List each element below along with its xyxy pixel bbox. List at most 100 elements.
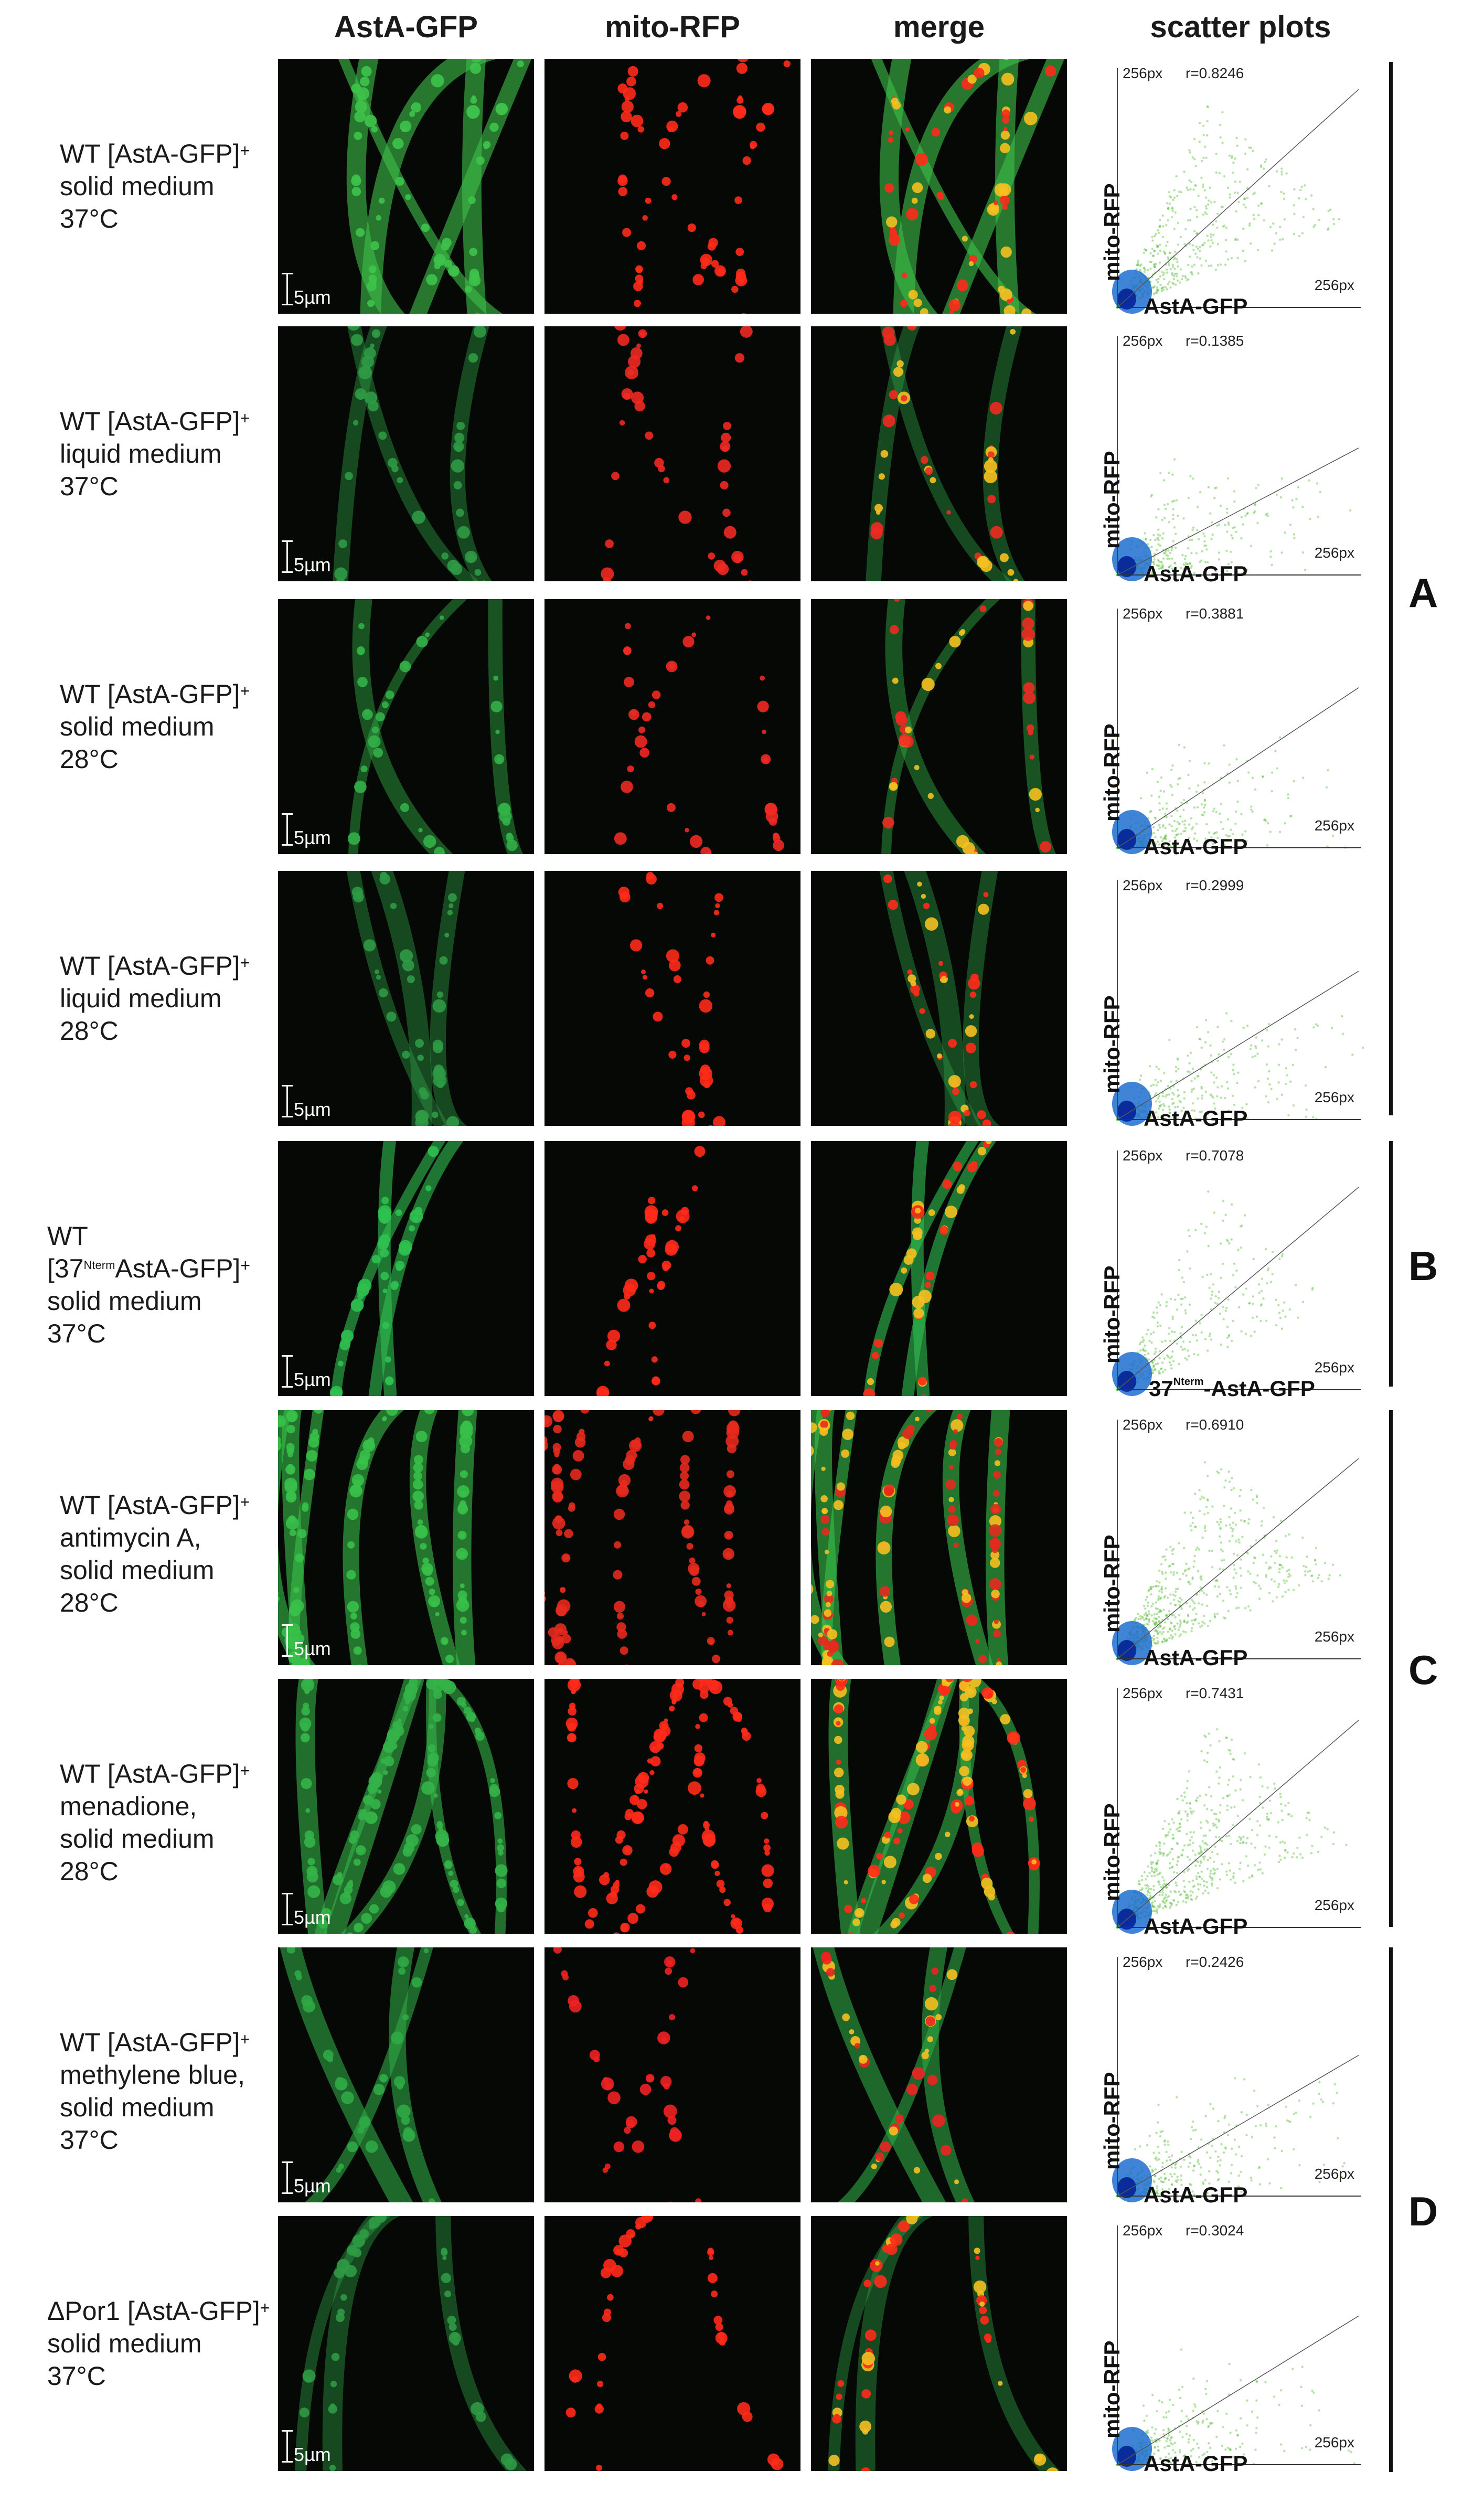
- scale-bar-label: 5µm: [294, 2175, 331, 2197]
- row-label-line: WT [AstA-GFP]: [60, 679, 240, 709]
- scatter-points: [1112, 1420, 1361, 1665]
- scatter-y-axis-label: mito-RFP: [1099, 723, 1124, 822]
- scatter-y-max-label: 256px: [1123, 877, 1163, 893]
- scatter-x-axis-label: AstA-GFP: [1144, 1106, 1248, 1131]
- row-label: WT [AstA-GFP]+ menadione, solid medium 28°C: [60, 1757, 250, 1888]
- row-label-line: WT [AstA-GFP]: [60, 139, 240, 168]
- micrograph-image: [295, 2216, 527, 2471]
- x-axis-label-part: -AstA-GFP: [1203, 1376, 1315, 1401]
- row-label: WT [AstA-GFP]+ liquid medium 28°C: [60, 950, 250, 1047]
- micrograph-merge: [811, 59, 1067, 314]
- superscript: +: [240, 681, 250, 700]
- row-label-line: 28°C: [60, 744, 119, 774]
- row-label: WT [AstA-GFP]+ solid medium 28°C: [60, 678, 250, 775]
- row-label-line: AstA-GFP]: [115, 1254, 241, 1283]
- micrograph-image: [596, 1146, 706, 1396]
- scale-bar-line: [282, 813, 293, 846]
- scale-bar-label: 5µm: [294, 554, 331, 576]
- scale-bar-line: [282, 1355, 293, 1388]
- micrograph-merge: [811, 1141, 1067, 1396]
- micrograph-merge: [811, 871, 1067, 1126]
- micrograph-image: [280, 1947, 442, 2202]
- micrograph-asta-gfp: 5µm: [278, 871, 534, 1126]
- scatter-x-max-label: 256px: [1314, 1628, 1354, 1645]
- micrograph-image: [338, 59, 532, 314]
- row-label-line: 37°C: [47, 1319, 106, 1348]
- scale-bar-label: 5µm: [294, 1906, 331, 1928]
- group-bracket-c: [1389, 1410, 1393, 1927]
- group-label-d: D: [1408, 2188, 1438, 2234]
- row-label-line: 28°C: [60, 1857, 119, 1886]
- micrograph-image: [871, 59, 1065, 314]
- micrograph-image: [295, 1679, 508, 1934]
- row-label-line: WT: [47, 1221, 88, 1251]
- scatter-plot: 256px r=0.6910 256px mito-RFP AstA-GFP: [1099, 1412, 1364, 1670]
- scatter-plot: 256px r=0.2426 256px mito-RFP AstA-GFP: [1099, 1949, 1364, 2207]
- scatter-x-axis-label: AstA-GFP: [1144, 561, 1248, 586]
- micrograph-merge: [811, 2216, 1067, 2471]
- row-label-line: solid medium: [60, 2093, 215, 2122]
- scatter-y-max-label: 256px: [1123, 1954, 1163, 1970]
- superscript: +: [240, 1761, 250, 1780]
- scatter-x-max-label: 256px: [1314, 2434, 1354, 2451]
- micrograph-merge: [811, 1410, 1067, 1665]
- row-label-line: WT [AstA-GFP]: [60, 951, 240, 981]
- scatter-y-max-label: 256px: [1123, 1685, 1163, 1701]
- micrograph-image: [866, 326, 1025, 581]
- scatter-y-max-label: 256px: [1123, 2222, 1163, 2239]
- micrograph-image: [614, 615, 784, 854]
- scatter-x-max-label: 256px: [1314, 277, 1354, 293]
- scale-bar-label: 5µm: [294, 1099, 331, 1120]
- scale-bar-line: [282, 1085, 293, 1117]
- micrograph-mito-rfp: [545, 1947, 800, 2202]
- row-label-line: solid medium: [60, 1556, 215, 1585]
- row-label: WT [37NtermAstA-GFP]+ solid medium 37°C: [47, 1220, 250, 1350]
- column-header-mito-rfp: mito-RFP: [605, 10, 740, 44]
- group-bracket-b: [1389, 1141, 1393, 1387]
- scatter-y-axis-label: mito-RFP: [1099, 451, 1124, 549]
- micrograph-image: [828, 2216, 1060, 2471]
- row-label-line: WT [AstA-GFP]: [60, 2028, 240, 2057]
- correlation-value: r=0.3024: [1186, 2222, 1244, 2239]
- micrograph-image: [618, 871, 726, 1126]
- scatter-plot: 256px r=0.3024 256px mito-RFP AstA-GFP: [1099, 2218, 1364, 2476]
- row-label: WT [AstA-GFP]+ methylene blue, solid mediu…: [60, 2026, 250, 2156]
- micrograph-asta-gfp: 5µm: [278, 2216, 534, 2471]
- row-label-line: 28°C: [60, 1016, 119, 1046]
- scatter-x-axis-label: AstA-GFP: [1144, 2182, 1248, 2207]
- micrograph-mito-rfp: [545, 871, 800, 1126]
- micrograph-image: [545, 1410, 741, 1665]
- group-bracket-d: [1389, 1947, 1393, 2472]
- micrograph-mito-rfp: [545, 1410, 800, 1665]
- scatter-points: [1112, 68, 1361, 314]
- micrograph-image: [278, 1410, 477, 1665]
- scatter-x-axis-label: AstA-GFP: [1144, 294, 1248, 318]
- superscript: +: [240, 409, 250, 428]
- row-label-line: 37°C: [60, 2125, 119, 2155]
- micrograph-image: [828, 1679, 1040, 1934]
- row-label-line: solid medium: [60, 712, 215, 741]
- row-label-line: menadione,: [60, 1792, 197, 1821]
- micrograph-asta-gfp: 5µm: [278, 1947, 534, 2202]
- scatter-x-axis-label: AstA-GFP: [1144, 1914, 1248, 1938]
- scatter-y-max-label: 256px: [1123, 65, 1163, 81]
- scale-bar-label: 5µm: [294, 1369, 331, 1390]
- scatter-x-max-label: 256px: [1314, 1089, 1354, 1105]
- scatter-plot: 256px r=0.8246 256px mito-RFP AstA-GFP: [1099, 61, 1364, 318]
- row-label-line: ΔPor1 [AstA-GFP]: [47, 2296, 260, 2326]
- row-label-line: WT [AstA-GFP]: [60, 1490, 240, 1520]
- scale-bar-line: [282, 2430, 293, 2463]
- row-label-line: methylene blue,: [60, 2060, 245, 2090]
- row-label-line: antimycin A,: [60, 1523, 201, 1552]
- micrograph-mito-rfp: [545, 1141, 800, 1396]
- micrograph-asta-gfp: 5µm: [278, 1410, 534, 1665]
- micrograph-asta-gfp: 5µm: [278, 1679, 534, 1934]
- scatter-x-max-label: 256px: [1314, 817, 1354, 834]
- scatter-x-axis-label: AstA-GFP: [1144, 1645, 1248, 1670]
- scatter-y-max-label: 256px: [1123, 605, 1163, 622]
- micrograph-image: [811, 1410, 1010, 1665]
- micrograph-image: [346, 871, 467, 1126]
- row-label-line: WT [AstA-GFP]: [60, 407, 240, 436]
- micrograph-mito-rfp: [545, 59, 800, 314]
- superscript: +: [240, 2030, 250, 2049]
